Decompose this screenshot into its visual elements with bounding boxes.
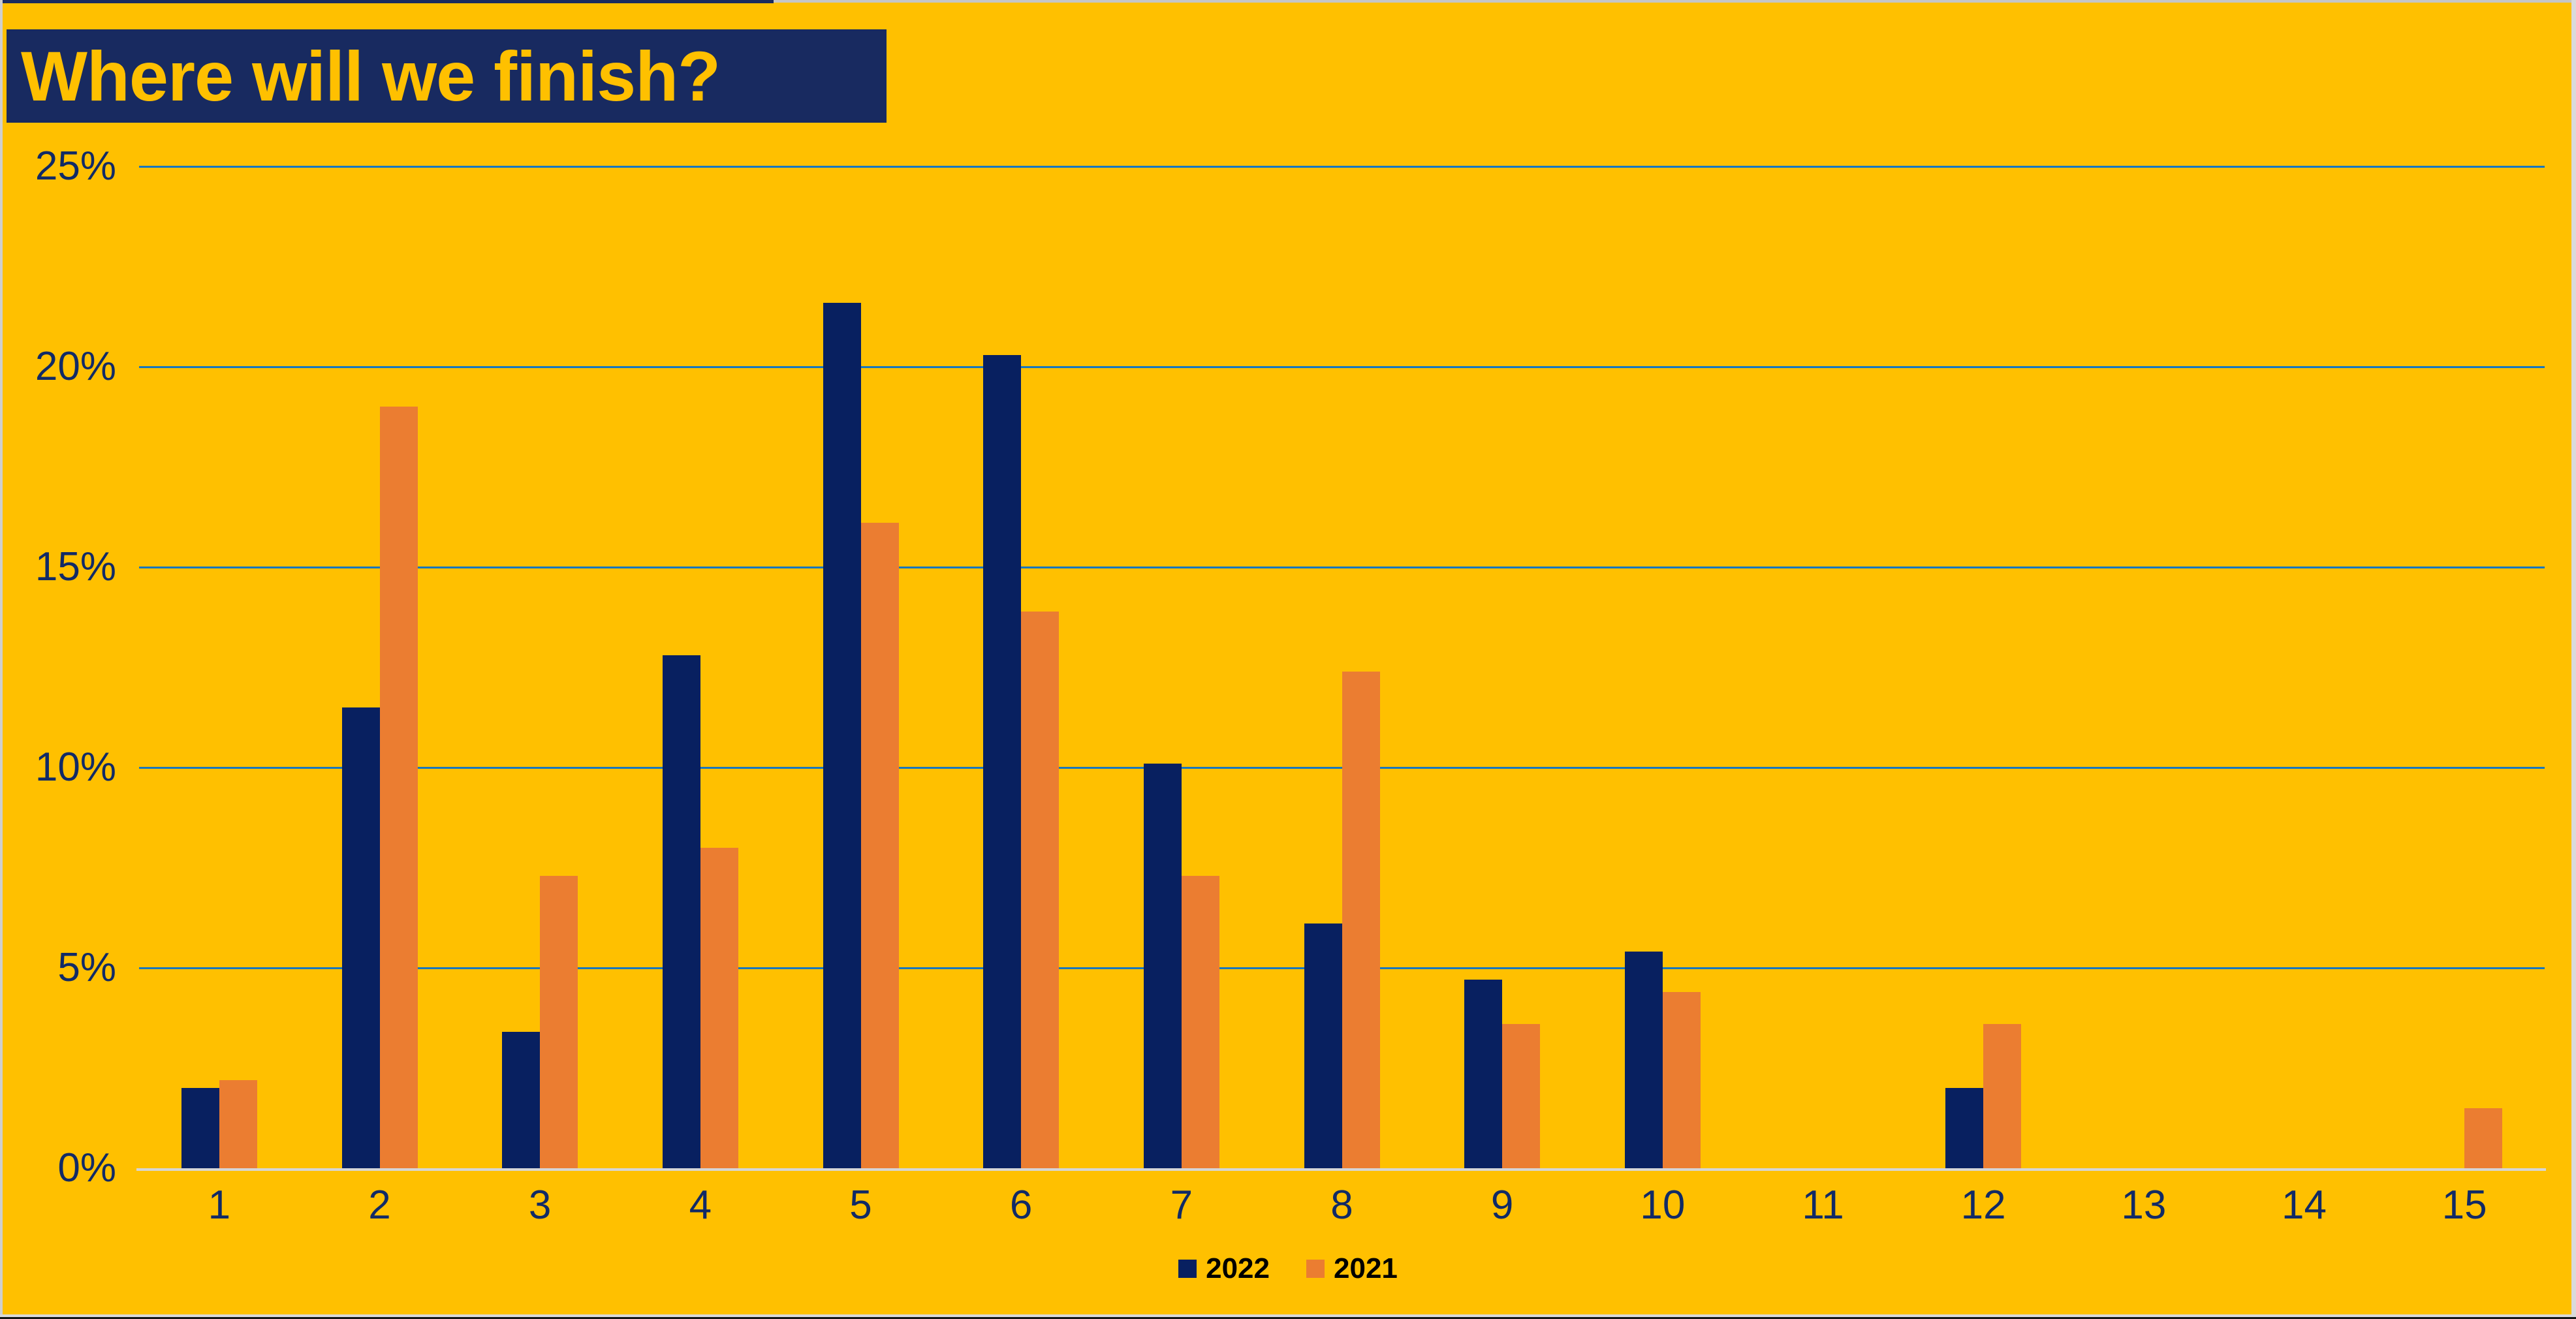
bar-2022-cat-8 [1304,923,1342,1168]
bar-2021-cat-7 [1181,876,1219,1168]
bar-2022-cat-6 [983,355,1022,1168]
bar-2021-cat-5 [860,523,899,1168]
bar-2021-cat-3 [540,876,578,1168]
y-axis-label-5: 5% [57,945,116,990]
frame-left-edge [0,0,3,1319]
chart-title: Where will we finish? [21,37,721,116]
bar-2022-cat-5 [823,303,861,1168]
bar-2021-cat-1 [219,1080,257,1168]
legend-item-2022: 2022 [1178,1252,1270,1286]
bar-2022-cat-2 [341,707,380,1168]
y-axis-label-10: 10% [35,745,116,790]
bar-2022-cat-4 [662,655,700,1168]
bar-2022-cat-12 [1945,1088,1984,1168]
x-axis-label-9: 9 [1490,1183,1514,1228]
y-axis-label-15: 15% [35,544,116,589]
x-axis-label-10: 10 [1640,1183,1686,1228]
x-axis-label-5: 5 [849,1183,872,1228]
bar-2021-cat-4 [700,848,738,1168]
x-axis-label-3: 3 [528,1183,552,1228]
bar-2021-cat-10 [1662,992,1701,1168]
chart-legend: 2022 2021 [0,1252,2576,1286]
legend-label-2021: 2021 [1334,1252,1398,1284]
x-axis-label-11: 11 [1802,1183,1844,1228]
frame-bottom-edge [0,1314,2576,1319]
x-axis-label-6: 6 [1009,1183,1033,1228]
x-axis-label-12: 12 [1960,1183,2006,1228]
x-axis-label-1: 1 [208,1183,231,1228]
frame-top-edge [0,0,2576,3]
frame-top-navy-edge [0,0,774,3]
legend-swatch-2022 [1178,1260,1197,1278]
bar-2022-cat-7 [1143,764,1182,1168]
bar-2021-cat-6 [1021,612,1060,1168]
bar-2022-cat-10 [1624,952,1663,1168]
x-axis-label-8: 8 [1330,1183,1353,1228]
y-axis-label-25: 25% [35,144,116,189]
x-axis-label-2: 2 [368,1183,391,1228]
gridline-20pct [139,366,2545,368]
bar-2022-cat-9 [1464,980,1503,1168]
bar-2021-cat-8 [1342,672,1380,1168]
legend-label-2022: 2022 [1206,1252,1270,1284]
chart-title-box: Where will we finish? [7,29,887,123]
x-axis-label-15: 15 [2442,1183,2487,1228]
bar-2022-cat-1 [181,1088,219,1168]
legend-swatch-2021 [1306,1260,1325,1278]
bar-2021-cat-9 [1502,1024,1541,1168]
y-axis-label-0: 0% [57,1145,116,1190]
x-axis-label-7: 7 [1170,1183,1193,1228]
x-axis-line [136,1168,2546,1171]
y-axis-label-20: 20% [35,344,116,389]
gridline-15pct [139,566,2545,568]
x-axis-label-4: 4 [689,1183,712,1228]
bar-2021-cat-12 [1983,1024,2022,1168]
x-axis-label-13: 13 [2121,1183,2167,1228]
x-axis-label-14: 14 [2282,1183,2327,1228]
frame-right-edge [2571,0,2576,1319]
gridline-25pct [139,166,2545,168]
legend-item-2021: 2021 [1306,1252,1398,1286]
frame-bottom-dark-edge [0,1317,2576,1319]
bar-2021-cat-2 [379,407,418,1168]
bar-2022-cat-3 [502,1032,541,1168]
bar-2021-cat-15 [2464,1108,2503,1168]
